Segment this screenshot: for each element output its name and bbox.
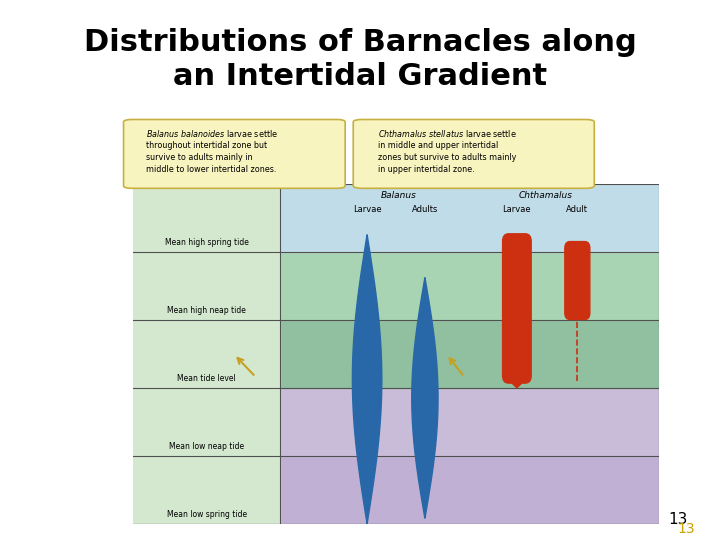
Text: $\it{Balanus\ balanoides}$ larvae settle
throughout intertidal zone but
survive : $\it{Balanus\ balanoides}$ larvae settle… (146, 127, 279, 174)
Bar (280, 184, 659, 252)
Text: Mean high spring tide: Mean high spring tide (165, 238, 248, 247)
Bar (280, 320, 659, 388)
Text: Mean low spring tide: Mean low spring tide (167, 510, 247, 519)
FancyBboxPatch shape (564, 241, 590, 320)
Polygon shape (412, 278, 438, 518)
Text: Balanus: Balanus (381, 191, 417, 200)
Bar (133, 184, 280, 524)
Text: Larvae: Larvae (503, 205, 531, 214)
Text: Mean high neap tide: Mean high neap tide (167, 306, 246, 315)
Text: Adult: Adult (567, 205, 588, 214)
Text: $\it{Chthamalus\ stellatus}$ larvae settle
in middle and upper intertidal
zones : $\it{Chthamalus\ stellatus}$ larvae sett… (378, 127, 516, 174)
Text: Mean tide level: Mean tide level (177, 374, 236, 383)
Text: Adults: Adults (412, 205, 438, 214)
Polygon shape (508, 364, 526, 388)
Text: Mean low neap tide: Mean low neap tide (169, 442, 244, 451)
Text: 13: 13 (668, 511, 688, 526)
FancyBboxPatch shape (503, 234, 531, 383)
Text: 13: 13 (678, 522, 695, 536)
Bar (280, 388, 659, 456)
Bar (280, 456, 659, 524)
Text: Chthamalus: Chthamalus (519, 191, 573, 200)
FancyBboxPatch shape (124, 119, 345, 188)
FancyBboxPatch shape (354, 119, 594, 188)
Text: Distributions of Barnacles along
an Intertidal Gradient: Distributions of Barnacles along an Inte… (84, 28, 636, 91)
Polygon shape (352, 234, 382, 524)
Bar (280, 252, 659, 320)
Text: Larvae: Larvae (353, 205, 382, 214)
